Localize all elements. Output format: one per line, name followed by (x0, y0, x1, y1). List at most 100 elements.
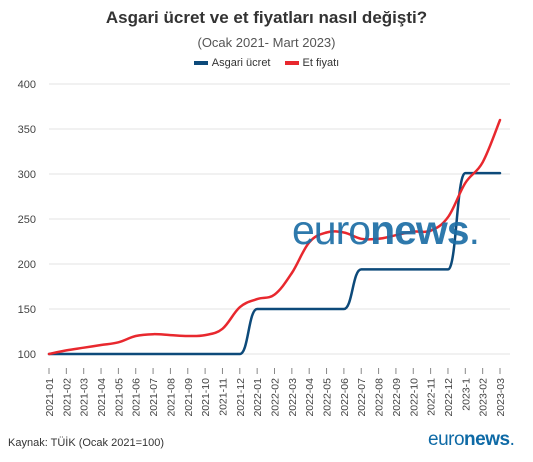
x-axis: 2021-01 2021-02 2021-03 2021-04 2021-05 2021-… (44, 368, 507, 417)
series-layer (47, 118, 502, 356)
point-asgari-2022-05[interactable] (325, 307, 329, 311)
x-tick-label: 2022-02 (270, 378, 282, 417)
point-et-2021-12[interactable] (238, 305, 242, 309)
x-tick-label: 2021-07 (148, 378, 160, 417)
x-tick-label: 2021-03 (79, 378, 91, 417)
point-asgari-2021-02[interactable] (64, 352, 68, 356)
x-tick-label: 2022-08 (374, 378, 386, 417)
point-asgari-2023-1[interactable] (463, 171, 467, 175)
point-asgari-2021-10[interactable] (203, 352, 207, 356)
point-asgari-2021-08[interactable] (168, 352, 172, 356)
point-et-2023-1[interactable] (463, 181, 467, 185)
point-asgari-2021-05[interactable] (116, 352, 120, 356)
x-tick-label: 2021-11 (217, 378, 229, 416)
x-tick-label: 2022-07 (356, 378, 368, 417)
point-asgari-2022-01[interactable] (255, 307, 259, 311)
x-tick-label: 2021-06 (131, 378, 143, 417)
point-et-2021-08[interactable] (168, 333, 172, 337)
y-tick-label: 350 (18, 124, 36, 136)
x-tick-label: 2023-03 (495, 378, 507, 417)
y-tick-label: 100 (18, 349, 36, 361)
legend-item-asgari[interactable]: Asgari ücret (193, 57, 271, 69)
point-asgari-2023-03[interactable] (498, 171, 502, 175)
point-asgari-2021-11[interactable] (220, 352, 224, 356)
y-tick-label: 400 (18, 79, 36, 91)
point-et-2023-03[interactable] (498, 118, 502, 122)
x-tick-label: 2022-11 (426, 378, 438, 416)
point-asgari-2022-09[interactable] (394, 267, 398, 271)
point-asgari-2021-04[interactable] (99, 352, 103, 356)
legend-label-et: Et fiyatı (302, 57, 340, 69)
legend-item-et[interactable]: Et fiyatı (284, 57, 340, 69)
y-tick-label: 200 (18, 259, 36, 271)
logo-dot: . (509, 429, 515, 450)
watermark-light: euro (292, 207, 371, 253)
point-asgari-2022-11[interactable] (429, 267, 433, 271)
chart-subtitle: (Ocak 2021- Mart 2023) (197, 35, 336, 50)
point-asgari-2021-09[interactable] (186, 352, 190, 356)
point-et-2023-02[interactable] (481, 160, 485, 164)
point-asgari-2022-03[interactable] (290, 307, 294, 311)
point-et-2021-02[interactable] (64, 348, 68, 352)
point-et-2021-07[interactable] (151, 332, 155, 336)
x-tick-label: 2022-12 (443, 378, 455, 417)
point-asgari-2022-08[interactable] (377, 267, 381, 271)
x-tick-label: 2022-04 (304, 378, 316, 417)
point-et-2021-05[interactable] (116, 340, 120, 344)
x-tick-label: 2022-09 (391, 378, 403, 417)
x-tick-label: 2021-10 (200, 378, 212, 417)
logo-light: euro (428, 429, 465, 450)
legend-label-asgari: Asgari ücret (211, 57, 271, 69)
chart-title: Asgari ücret ve et fiyatları nasıl değiş… (105, 8, 428, 27)
y-tick-label: 300 (18, 169, 36, 181)
euronews-logo[interactable]: euronews. (428, 429, 515, 451)
watermark-bold: news (370, 207, 470, 253)
watermark-logo: euronews. (292, 207, 480, 254)
watermark-dot: . (468, 207, 480, 253)
point-asgari-2022-06[interactable] (342, 307, 346, 311)
source-note: Kaynak: TÜİK (Ocak 2021=100) (8, 437, 165, 449)
legend-swatch-asgari (193, 61, 208, 65)
x-tick-label: 2021-12 (235, 378, 247, 417)
point-et-2022-03[interactable] (290, 271, 294, 275)
point-et-2021-04[interactable] (99, 343, 103, 347)
point-asgari-2022-04[interactable] (307, 307, 311, 311)
x-tick-label: 2023-1 (460, 378, 472, 411)
logo-bold: news (464, 429, 510, 450)
point-et-2021-03[interactable] (82, 346, 86, 350)
point-asgari-2021-06[interactable] (134, 352, 138, 356)
x-tick-label: 2021-01 (44, 378, 56, 417)
x-tick-label: 2021-02 (61, 378, 73, 417)
x-tick-label: 2021-08 (165, 378, 177, 417)
point-asgari-2022-07[interactable] (359, 267, 363, 271)
x-tick-label: 2021-05 (113, 378, 125, 417)
point-asgari-2021-07[interactable] (151, 352, 155, 356)
y-tick-label: 250 (18, 214, 36, 226)
point-et-2021-11[interactable] (220, 327, 224, 331)
x-tick-label: 2023-02 (478, 378, 490, 417)
point-asgari-2022-02[interactable] (273, 307, 277, 311)
point-et-2021-09[interactable] (186, 334, 190, 338)
y-tick-label: 150 (18, 304, 36, 316)
legend-swatch-et (284, 61, 299, 65)
point-et-2021-10[interactable] (203, 333, 207, 337)
x-tick-label: 2021-04 (96, 378, 108, 417)
chart-legend: Asgari ücret Et fiyatı (0, 57, 533, 69)
point-et-2022-02[interactable] (273, 293, 277, 297)
point-asgari-2022-12[interactable] (446, 267, 450, 271)
x-tick-label: 2022-05 (322, 378, 334, 417)
x-tick-label: 2022-06 (339, 378, 351, 417)
x-tick-label: 2022-01 (252, 378, 264, 417)
point-asgari-2021-03[interactable] (82, 352, 86, 356)
point-asgari-2023-02[interactable] (481, 171, 485, 175)
x-tick-label: 2021-09 (183, 378, 195, 417)
point-et-2022-01[interactable] (255, 297, 259, 301)
series-line-asgari-ucret[interactable] (47, 171, 502, 356)
y-axis: 100 150 200 250 300 350 400 (18, 79, 36, 361)
series-line-et-fiyati[interactable] (47, 118, 502, 356)
point-et-2021-01[interactable] (47, 352, 51, 356)
point-asgari-2021-12[interactable] (238, 352, 242, 356)
point-asgari-2022-10[interactable] (411, 267, 415, 271)
point-et-2021-06[interactable] (134, 334, 138, 338)
